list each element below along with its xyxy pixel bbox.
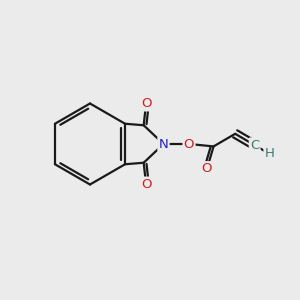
Text: N: N (159, 137, 168, 151)
Text: O: O (184, 137, 194, 151)
Text: O: O (141, 178, 151, 191)
Text: C: C (250, 139, 259, 152)
Text: O: O (141, 97, 151, 110)
Text: H: H (265, 147, 275, 161)
Text: O: O (202, 162, 212, 176)
